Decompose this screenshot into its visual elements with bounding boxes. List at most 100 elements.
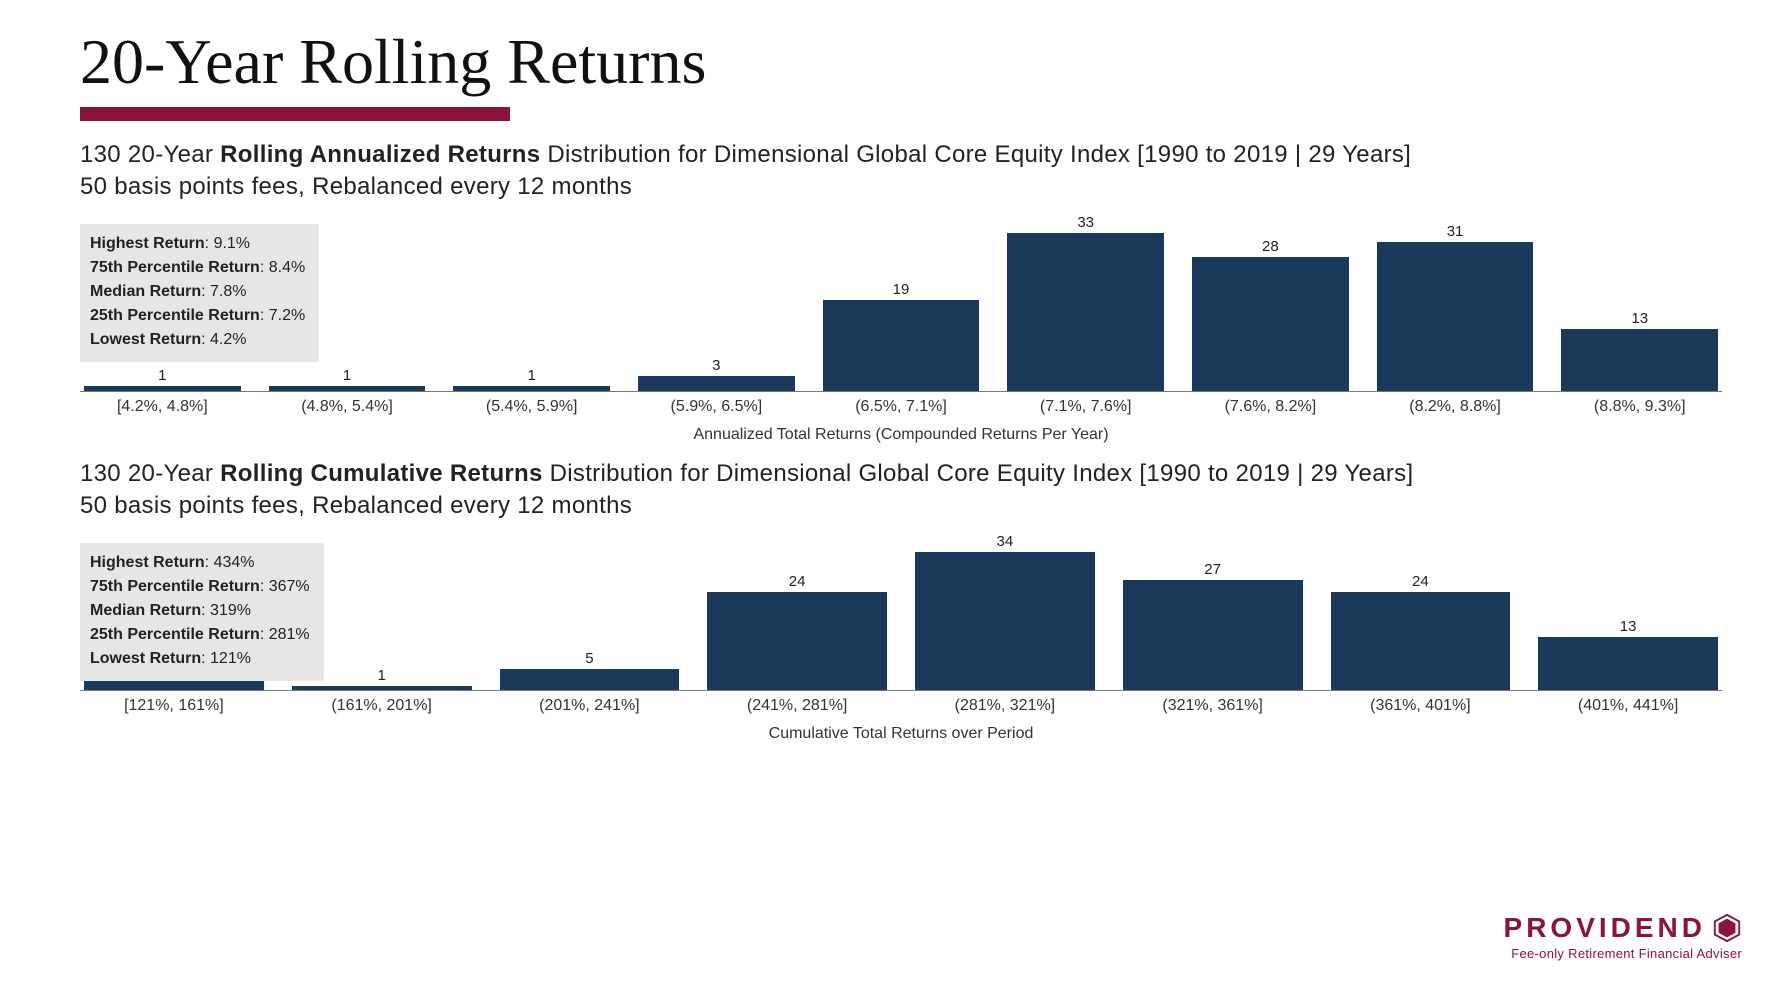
bar [1377,242,1534,390]
bar-column: 34 [915,533,1095,690]
bar [1192,257,1349,391]
bar-column: 19 [823,281,980,391]
bar [84,681,264,689]
brand-logo: PROVIDEND Fee-only Retirement Financial … [1504,912,1742,961]
stats-row: Median Return: 319% [90,599,310,623]
bar-value-label: 33 [1077,214,1094,231]
x-axis-label: (401%, 441%] [1538,697,1718,715]
bar-column: 24 [707,573,887,689]
chart2: Highest Return: 434% 75th Percentile Retu… [80,531,1722,743]
bar-column: 27 [1123,561,1303,690]
bar [823,300,980,391]
chart1-xlabels: [4.2%, 4.8%](4.8%, 5.4%](5.4%, 5.9%](5.9… [80,392,1722,416]
bar-value-label: 28 [1262,238,1279,255]
stats-value: 7.8% [210,283,246,300]
bar-column: 1 [269,367,426,391]
stats-value: 281% [269,626,310,643]
bar-value-label: 1 [528,367,536,384]
bar-column: 33 [1007,214,1164,391]
stats-value: 367% [269,578,310,595]
bar [269,386,426,391]
stats-value: 319% [210,602,251,619]
bar [1538,637,1718,690]
x-axis-label: (361%, 401%] [1331,697,1511,715]
stats-value: 121% [210,650,251,667]
stats-row: 75th Percentile Return: 8.4% [90,256,305,280]
bar [1561,329,1718,391]
chart2-subtitle-bold: Rolling Cumulative Returns [220,460,543,487]
stats-label: Median Return [90,283,201,300]
bar-value-label: 3 [712,357,720,374]
x-axis-label: (6.5%, 7.1%] [823,398,980,416]
x-axis-label: (8.8%, 9.3%] [1561,398,1718,416]
bar [707,592,887,689]
bar [638,376,795,390]
chart1-axis-title: Annualized Total Returns (Compounded Ret… [80,426,1722,444]
bar-value-label: 19 [893,281,910,298]
bar-value-label: 1 [343,367,351,384]
bar [915,552,1095,690]
bar-column: 3 [638,357,795,390]
bar-column: 13 [1561,310,1718,391]
x-axis-label: (5.4%, 5.9%] [453,398,610,416]
x-axis-label: (5.9%, 6.5%] [638,398,795,416]
stats-label: Lowest Return [90,331,201,348]
x-axis-label: (7.6%, 8.2%] [1192,398,1349,416]
bar-column: 31 [1377,223,1534,390]
stats-label: 75th Percentile Return [90,578,260,595]
x-axis-label: (7.1%, 7.6%] [1007,398,1164,416]
stats-value: 4.2% [210,331,246,348]
providend-icon [1712,913,1742,943]
bar-value-label: 27 [1204,561,1221,578]
bar-column: 24 [1331,573,1511,689]
x-axis-label: (201%, 241%] [500,697,680,715]
bar-column: 1 [84,367,241,391]
bar-value-label: 13 [1620,618,1637,635]
stats-value: 9.1% [214,235,250,252]
stats-value: 8.4% [269,259,305,276]
stats-row: Highest Return: 434% [90,551,310,575]
stats-label: Highest Return [90,235,205,252]
stats-label: 75th Percentile Return [90,259,260,276]
brand-name: PROVIDEND [1504,912,1706,944]
bar-value-label: 13 [1631,310,1648,327]
bar-column: 1 [453,367,610,391]
page-title: 20-Year Rolling Returns [80,25,1722,99]
bar-value-label: 1 [377,667,385,684]
chart2-subtitle-prefix: 130 20-Year [80,460,220,487]
bar-value-label: 31 [1447,223,1464,240]
x-axis-label: [4.2%, 4.8%] [84,398,241,416]
chart1-subtitle-bold: Rolling Annualized Returns [220,141,540,168]
chart2-subtitle-line2: 50 basis points fees, Rebalanced every 1… [80,492,632,519]
stats-row: Median Return: 7.8% [90,280,305,304]
bar-value-label: 1 [158,367,166,384]
stats-row: 25th Percentile Return: 7.2% [90,304,305,328]
bar [1007,233,1164,391]
brand-tagline: Fee-only Retirement Financial Adviser [1504,946,1742,961]
stats-row: Lowest Return: 4.2% [90,328,305,352]
stats-label: 25th Percentile Return [90,307,260,324]
bar [453,386,610,391]
stats-row: Highest Return: 9.1% [90,232,305,256]
chart1-bars: 11131933283113 [80,212,1722,392]
stats-label: Highest Return [90,554,205,571]
chart1-stats-box: Highest Return: 9.1%75th Percentile Retu… [80,224,319,362]
stats-row: 25th Percentile Return: 281% [90,623,310,647]
stats-value: 434% [214,554,255,571]
bar [292,686,472,690]
stats-label: 25th Percentile Return [90,626,260,643]
chart1-subtitle-line2: 50 basis points fees, Rebalanced every 1… [80,173,632,200]
brand-name-row: PROVIDEND [1504,912,1742,944]
stats-value: 7.2% [269,307,305,324]
chart1-subtitle-prefix: 130 20-Year [80,141,220,168]
chart1: Highest Return: 9.1%75th Percentile Retu… [80,212,1722,444]
chart1-subtitle: 130 20-Year Rolling Annualized Returns D… [80,139,1722,204]
stats-label: Lowest Return [90,650,201,667]
title-underline [80,107,510,121]
x-axis-label: [121%, 161%] [84,697,264,715]
x-axis-label: (161%, 201%] [292,697,472,715]
x-axis-label: (321%, 361%] [1123,697,1303,715]
bar [1123,580,1303,690]
chart2-stats-box: Highest Return: 434% 75th Percentile Retu… [80,543,324,681]
chart2-subtitle-rest: Distribution for Dimensional Global Core… [543,460,1414,487]
